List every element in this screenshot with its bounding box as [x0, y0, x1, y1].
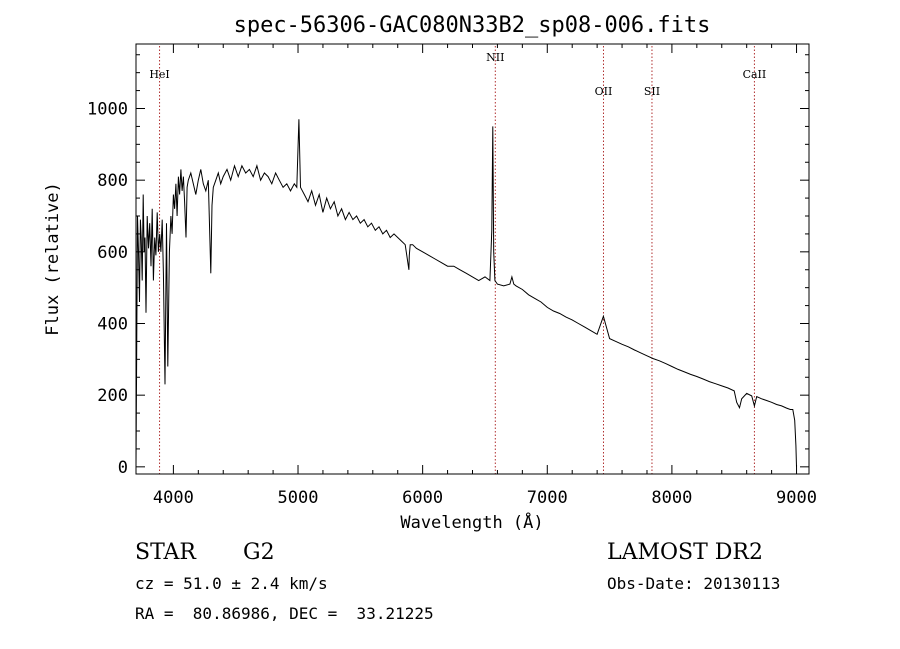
x-tick-label: 9000 [776, 488, 817, 508]
survey-name: LAMOST DR2 [607, 540, 763, 565]
y-tick-label: 600 [97, 243, 128, 263]
y-axis-label: Flux (relative) [43, 182, 63, 336]
line-label-oii: OII [595, 85, 613, 98]
x-axis: 4000 5000 6000 7000 8000 9000 [153, 44, 817, 508]
redshift-cz: cz = 51.0 ± 2.4 km/s [135, 574, 328, 593]
sky-coordinates: RA = 80.86986, DEC = 33.21225 [135, 604, 434, 623]
spectrum-line [135, 119, 797, 467]
object-class: STAR [135, 540, 196, 565]
x-tick-label: 7000 [527, 488, 568, 508]
x-tick-label: 8000 [651, 488, 692, 508]
y-tick-label: 1000 [87, 100, 128, 120]
x-tick-label: 6000 [402, 488, 443, 508]
plot-frame [135, 43, 810, 475]
observation-date: Obs-Date: 20130113 [607, 574, 781, 593]
x-axis-label: Wavelength (Å) [400, 511, 543, 533]
spectrum-series [135, 119, 797, 467]
y-axis: 0 200 400 600 800 1000 [87, 54, 809, 478]
line-label-nii: NII [486, 51, 504, 64]
line-label-caii: CaII [743, 68, 767, 81]
line-label-hei: HeI [149, 68, 169, 81]
y-tick-label: 400 [97, 315, 128, 335]
x-tick-label: 5000 [278, 488, 319, 508]
line-label-sii: SII [644, 85, 660, 98]
emission-line-markers: HeI NII OII SII CaII [149, 46, 766, 474]
y-tick-label: 200 [97, 386, 128, 406]
y-tick-label: 800 [97, 171, 128, 191]
chart-title: spec-56306-GAC080N33B2_sp08-006.fits [234, 13, 711, 38]
x-tick-label: 4000 [153, 488, 194, 508]
y-tick-label: 0 [118, 458, 128, 478]
object-subclass: G2 [243, 540, 275, 565]
